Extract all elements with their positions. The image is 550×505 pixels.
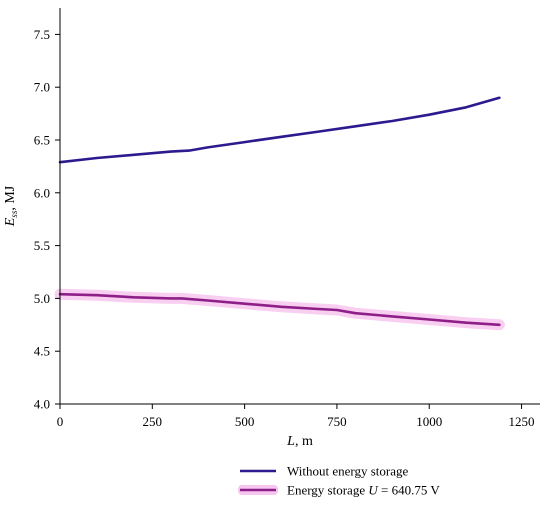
y-axis-label: Ess, MJ [3,185,19,227]
legend: Without energy storage Energy storage U … [238,464,440,498]
legend-label-energy-storage: Energy storage U = 640.75 V [287,483,440,498]
x-tick-label: 750 [327,414,347,429]
ticks: 0 250 500 750 1000 1250 4.0 4.5 5.0 5.5 6.0 6.5 7.0 7… [34,27,535,429]
series-lines [58,96,501,327]
y-tick-label: 5.0 [34,291,50,306]
y-tick-label: 7.0 [34,80,50,95]
y-tick-label: 6.0 [34,185,50,200]
y-tick-label: 7.5 [34,27,50,42]
y-tick-label: 5.5 [34,238,50,253]
series-line-1 [58,292,501,327]
y-tick-label: 4.0 [34,397,50,412]
x-tick-label: 1000 [416,414,442,429]
x-tick-label: 250 [143,414,163,429]
axes [59,8,540,405]
series-line-0 [58,96,501,164]
x-axis-label: L, m [286,434,313,449]
x-tick-label: 0 [57,414,64,429]
legend-label-without-storage: Without energy storage [287,464,408,479]
x-tick-label: 500 [235,414,255,429]
y-tick-label: 4.5 [34,344,50,359]
x-tick-label: 1250 [509,414,535,429]
y-tick-label: 6.5 [34,133,50,148]
